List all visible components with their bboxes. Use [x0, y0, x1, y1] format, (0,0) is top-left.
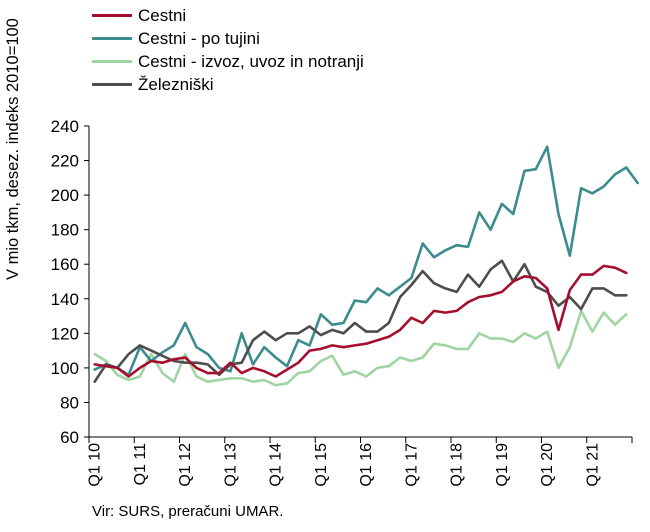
- y-tick-label-80: 80: [60, 393, 79, 412]
- y-tick-label-120: 120: [51, 324, 79, 343]
- legend-label-zelezniski: Železniški: [138, 74, 214, 94]
- y-axis-ticks: [84, 125, 89, 438]
- x-tick-label-q1-11: Q1 11: [132, 443, 149, 486]
- y-tick-label-200: 200: [51, 186, 79, 205]
- legend-item-zelezniski: Železniški: [92, 73, 364, 96]
- x-tick-label-q1-20: Q1 20: [539, 443, 556, 487]
- legend: Cestni Cestni - po tujini Cestni - izvoz…: [92, 4, 364, 96]
- legend-item-cestni-izvoz-uvoz-notranji: Cestni - izvoz, uvoz in notranji: [92, 50, 364, 73]
- y-tick-label-140: 140: [51, 290, 79, 309]
- legend-label-cestni-izvoz-uvoz-notranji: Cestni - izvoz, uvoz in notranji: [138, 51, 364, 71]
- x-tick-label-q1-10: Q1 10: [87, 443, 104, 487]
- legend-swatch-cestni: [92, 14, 132, 17]
- source-note: Vir: SURS, preračuni UMAR.: [92, 503, 284, 520]
- series-line-cestni-izvoz-uvoz-notranji: [93, 309, 628, 387]
- y-tick-label-220: 220: [51, 152, 79, 171]
- x-tick-label-q1-19: Q1 19: [494, 443, 511, 487]
- legend-swatch-zelezniski: [92, 83, 132, 86]
- x-tick-label-q1-18: Q1 18: [449, 443, 466, 487]
- legend-label-cestni: Cestni: [138, 5, 187, 25]
- x-tick-label-q1-12: Q1 12: [177, 443, 194, 487]
- x-tick-label-q1-13: Q1 13: [222, 443, 239, 487]
- x-tick-label-q1-17: Q1 17: [403, 443, 420, 487]
- series-line-cestni: [93, 264, 628, 378]
- x-tick-label-q1-16: Q1 16: [358, 443, 375, 487]
- legend-item-cestni: Cestni: [92, 4, 364, 27]
- x-axis-ticks: [88, 437, 633, 443]
- x-axis-labels: Q1 10 Q1 11 Q1 12 Q1 13 Q1 14 Q1 15 Q1 16 Q1 17…: [87, 443, 602, 487]
- y-tick-label-160: 160: [51, 255, 79, 274]
- legend-label-cestni-po-tujini: Cestni - po tujini: [138, 28, 260, 48]
- y-axis-labels: 60 80 100 120 140 160 180 200 220 240: [51, 117, 79, 447]
- y-axis-title: V mio tkm, desez. indeks 2010=100: [4, 18, 22, 280]
- series-line-zelezniski: [93, 259, 628, 384]
- legend-item-cestni-po-tujini: Cestni - po tujini: [92, 27, 364, 50]
- x-tick-label-q1-15: Q1 15: [313, 443, 330, 487]
- y-tick-label-60: 60: [60, 428, 79, 447]
- legend-swatch-cestni-izvoz-uvoz-notranji: [92, 60, 132, 63]
- y-tick-label-100: 100: [51, 359, 79, 378]
- y-tick-label-240: 240: [51, 117, 79, 136]
- series-line-cestni-po-tujini: [93, 145, 640, 377]
- legend-swatch-cestni-po-tujini: [92, 37, 132, 40]
- x-tick-label-q1-21: Q1 21: [584, 443, 601, 487]
- x-tick-label-q1-14: Q1 14: [268, 443, 285, 487]
- y-tick-label-180: 180: [51, 221, 79, 240]
- series-lines: [93, 145, 640, 387]
